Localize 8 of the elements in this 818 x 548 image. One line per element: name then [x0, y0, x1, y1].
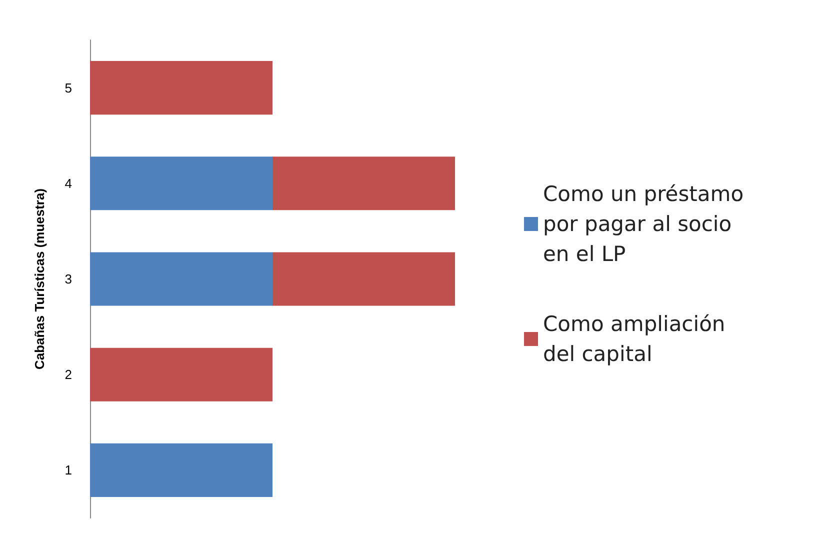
y-tick-label: 2: [64, 367, 72, 382]
y-tick-label: 3: [64, 272, 72, 286]
y-tick-label: 5: [64, 80, 72, 96]
y-tick-label: 4: [64, 176, 72, 191]
y-axis-title: Cabañas Turísticas (muestra): [32, 188, 47, 370]
y-tick-label: 1: [64, 462, 72, 478]
legend-label: Como un préstamo por pagar al socio en el LP: [543, 182, 750, 266]
legend-label: Como ampliación del capital: [543, 312, 732, 366]
